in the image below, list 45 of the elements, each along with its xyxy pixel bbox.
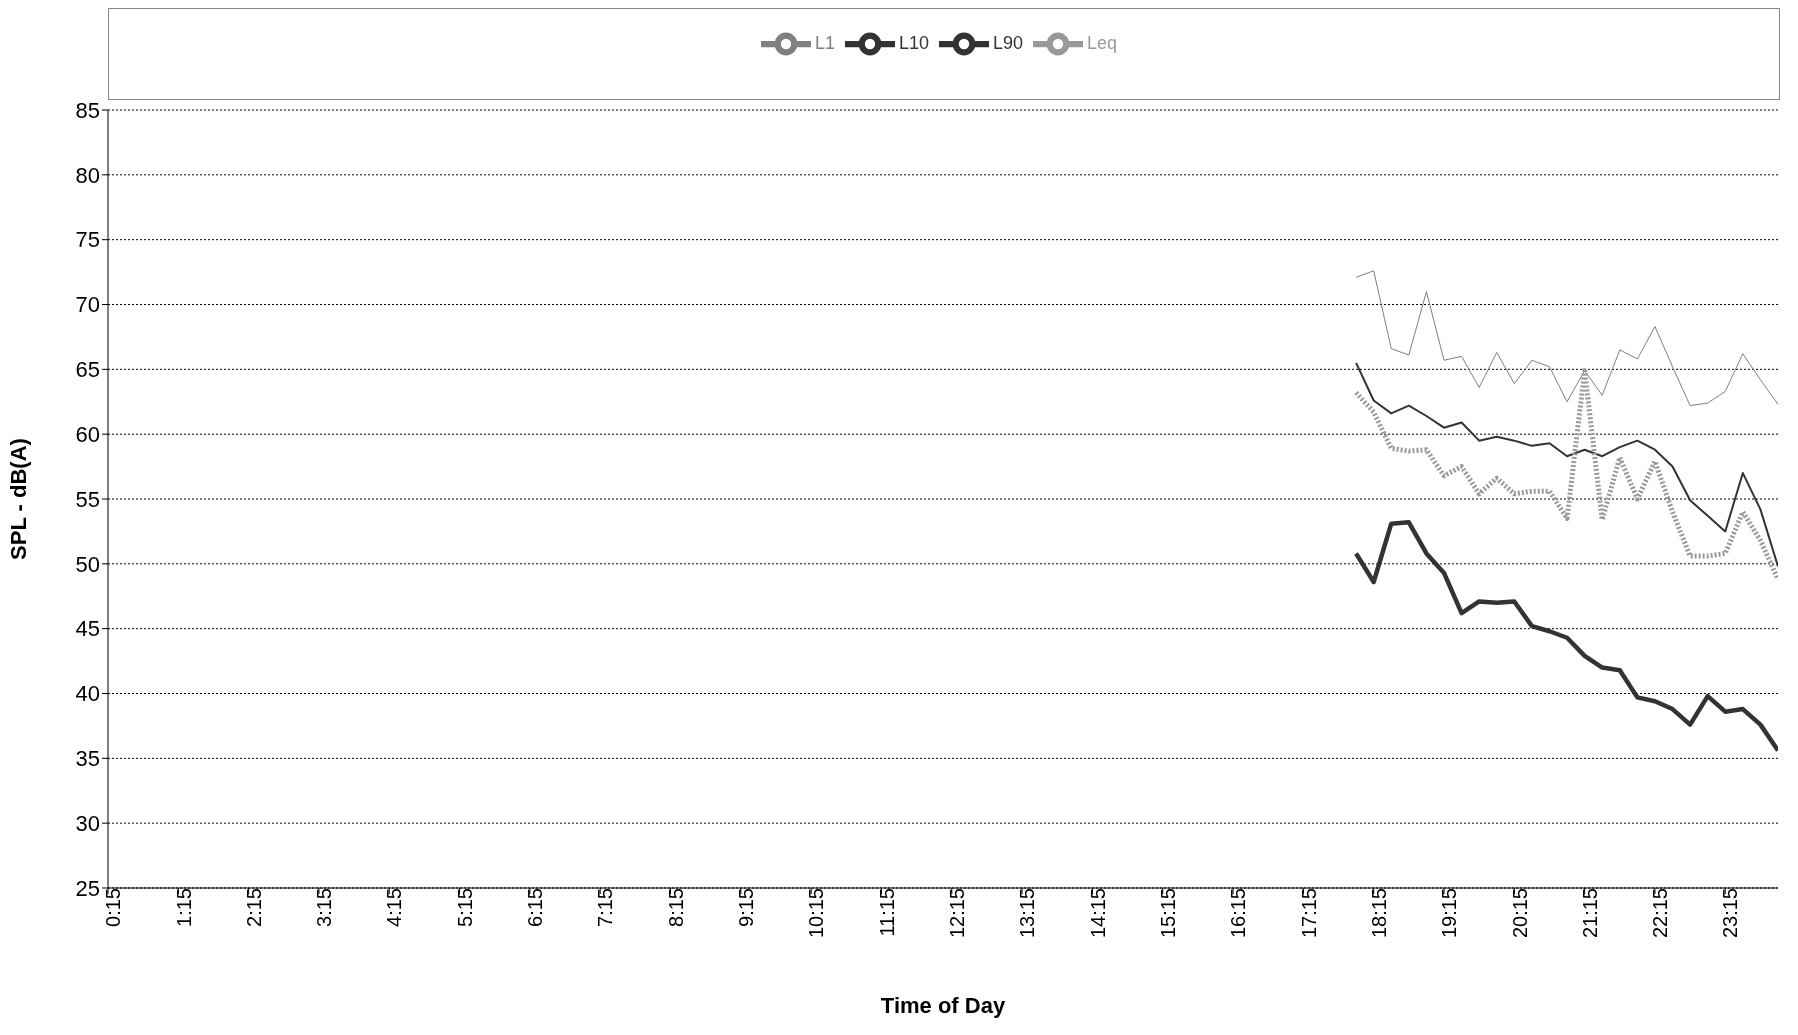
x-tick-label: 2:15 [242, 888, 265, 927]
legend-label: Leq [1087, 32, 1118, 53]
line-series [1355, 270, 1778, 407]
y-tick-label: 40 [75, 681, 100, 707]
x-tick-label: 9:15 [735, 888, 758, 927]
x-tick-label: 12:15 [945, 888, 968, 939]
x-tick-label: 17:15 [1297, 888, 1320, 939]
legend-label: L1 [814, 32, 835, 53]
x-tick-label: 18:15 [1367, 888, 1390, 939]
y-tick-label: 25 [75, 875, 100, 901]
x-tick-label: 19:15 [1438, 888, 1461, 939]
x-tick-label: 14:15 [1086, 888, 1109, 939]
x-tick-label: 21:15 [1578, 888, 1601, 939]
y-axis-title: SPL - dB(A) [5, 438, 31, 560]
x-tick-label: 22:15 [1649, 888, 1672, 939]
x-tick-label: 16:15 [1227, 888, 1250, 939]
x-tick-label: 6:15 [524, 888, 547, 927]
x-tick-label: 4:15 [383, 888, 406, 927]
x-tick-label: 13:15 [1016, 888, 1039, 939]
y-tick-label: 70 [75, 292, 100, 318]
x-tick-label: 8:15 [664, 888, 687, 927]
y-tick-label: 45 [75, 616, 100, 642]
x-tick-label: 15:15 [1156, 888, 1179, 939]
y-tick-label: 30 [75, 810, 100, 836]
x-tick-label: 7:15 [594, 888, 617, 927]
y-tick-label: 75 [75, 227, 100, 253]
line-series [1353, 520, 1778, 753]
x-tick-label: 11:15 [875, 888, 898, 937]
x-tick-label: 3:15 [313, 888, 336, 927]
legend-label: L90 [992, 32, 1024, 53]
x-tick-label: 1:15 [172, 888, 195, 927]
legend-label: L10 [898, 32, 929, 53]
y-tick-label: 50 [75, 551, 100, 577]
y-tick-label: 55 [75, 486, 100, 512]
y-tick-label: 65 [75, 357, 100, 383]
y-tick-label: 80 [75, 162, 100, 188]
x-tick-label: 23:15 [1719, 888, 1742, 939]
y-tick-label: 85 [75, 97, 100, 123]
x-tick-label: 5:15 [453, 888, 476, 927]
x-tick-label: 10:15 [805, 888, 828, 939]
x-axis-title: Time of Day [880, 993, 1006, 1018]
x-tick-label: 0:15 [102, 888, 125, 927]
y-tick-label: 35 [75, 746, 100, 772]
x-tick-label: 20:15 [1508, 888, 1531, 939]
y-tick-label: 60 [75, 421, 100, 447]
